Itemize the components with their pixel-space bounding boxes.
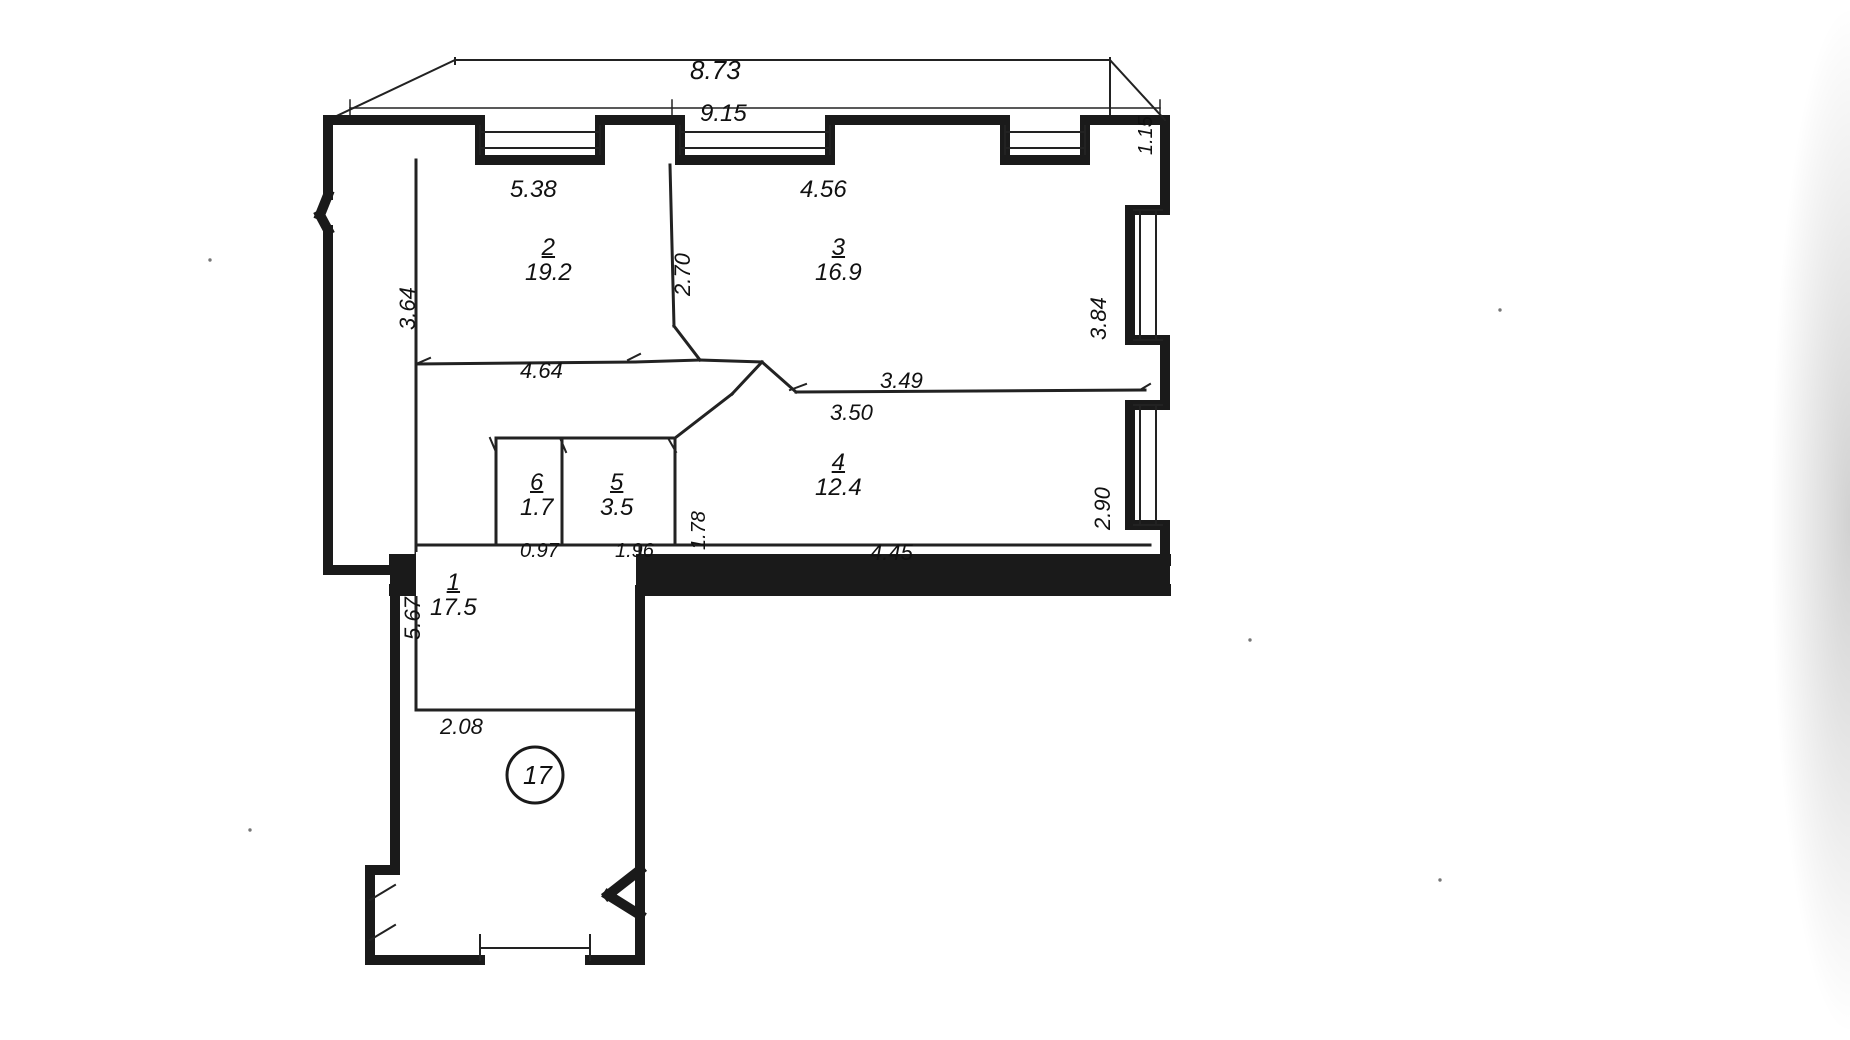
room-1-number: 1 (430, 570, 477, 595)
right-vignette (1770, 0, 1850, 1040)
room-6: 61.7 (520, 470, 553, 520)
room-5: 53.5 (600, 470, 633, 520)
room-3-number: 3 (815, 235, 862, 260)
room-4: 412.4 (815, 450, 862, 500)
room-5-number: 5 (600, 470, 633, 495)
dim-4.56: 4.56 (800, 176, 847, 204)
room-2-number: 2 (525, 235, 572, 260)
dim-3.64: 3.64 (395, 287, 421, 330)
dim-8.73: 8.73 (690, 55, 741, 86)
dim-2.08: 2.08 (440, 714, 483, 740)
dim-4.45: 4.45 (870, 540, 913, 566)
room-2-area: 19.2 (525, 260, 572, 285)
dim-1.15: 1.15 (1135, 116, 1158, 155)
unit-number: 17 (523, 760, 552, 791)
floorplan-svg (0, 0, 1850, 1040)
dim-4.64: 4.64 (520, 358, 563, 384)
room-3: 316.9 (815, 235, 862, 285)
dim-3.49: 3.49 (880, 368, 923, 394)
room-1: 117.5 (430, 570, 477, 620)
room-2: 219.2 (525, 235, 572, 285)
dim-2.90: 2.90 (1090, 487, 1116, 530)
room-6-number: 6 (520, 470, 553, 495)
dim-2.70: 2.70 (670, 253, 696, 296)
room-1-area: 17.5 (430, 595, 477, 620)
room-3-area: 16.9 (815, 260, 862, 285)
dim-9.15: 9.15 (700, 100, 747, 128)
dim-5.67: 5.67 (400, 597, 426, 640)
dim-5.38: 5.38 (510, 176, 557, 204)
dim-0.97: 0.97 (520, 540, 559, 563)
room-5-area: 3.5 (600, 495, 633, 520)
dim-3.84: 3.84 (1086, 297, 1112, 340)
room-6-area: 1.7 (520, 495, 553, 520)
dim-3.50: 3.50 (830, 400, 873, 426)
dim-1.78: 1.78 (688, 511, 711, 550)
room-4-area: 12.4 (815, 475, 862, 500)
dim-1.96: 1.96 (615, 540, 654, 563)
room-4-number: 4 (815, 450, 862, 475)
floorplan-stage: 8.73 9.15 1.15 5.38 4.56 2.70 3.64 3.84 4.64 3.49… (0, 0, 1850, 1040)
